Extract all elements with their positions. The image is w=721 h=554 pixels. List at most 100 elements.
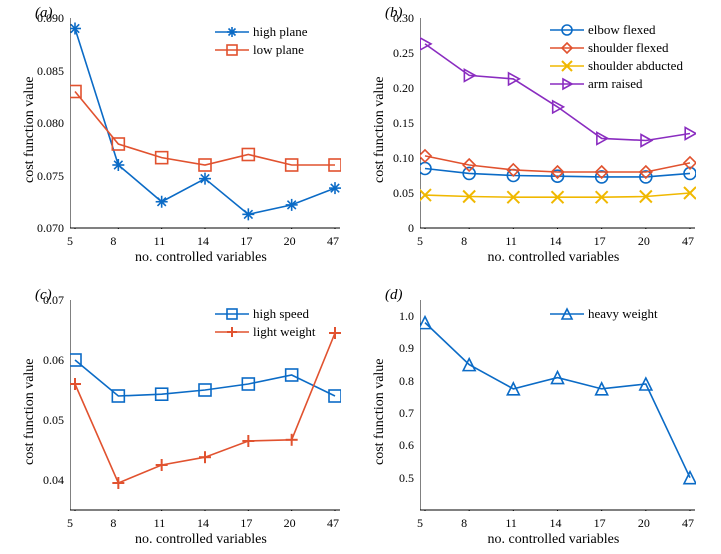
xtick-label: 11 — [154, 234, 166, 249]
xtick-label: 20 — [638, 516, 650, 531]
legend-text: high speed — [253, 306, 309, 322]
xtick-label: 5 — [67, 516, 73, 531]
series-marker — [70, 378, 81, 390]
x-axis-title: no. controlled variables — [488, 250, 620, 266]
xtick-label: 17 — [594, 516, 606, 531]
xtick-label: 8 — [461, 516, 467, 531]
xtick-label: 20 — [284, 234, 296, 249]
xtick-label: 11 — [505, 516, 517, 531]
legend-c: high speed light weight — [215, 305, 315, 341]
panel-label-d: (d) — [385, 287, 403, 304]
legend-item: elbow flexed — [550, 21, 683, 39]
xtick-label: 14 — [550, 234, 562, 249]
ytick-label: 0.080 — [37, 116, 64, 131]
xtick-label: 11 — [154, 516, 166, 531]
xtick-label: 5 — [67, 234, 73, 249]
ytick-label: 0.7 — [399, 406, 414, 421]
series-marker — [242, 435, 254, 447]
legend-marker — [215, 43, 249, 57]
series-marker — [70, 23, 81, 35]
legend-text: high plane — [253, 24, 308, 40]
xtick-label: 14 — [197, 234, 209, 249]
legend-item: low plane — [215, 41, 308, 59]
xtick-label: 17 — [240, 516, 252, 531]
x-axis-title: no. controlled variables — [135, 532, 267, 548]
legend-item: heavy weight — [550, 305, 658, 323]
legend-item: shoulder flexed — [550, 39, 683, 57]
legend-item: arm raised — [550, 75, 683, 93]
xtick-label: 5 — [417, 234, 423, 249]
series-marker — [684, 472, 696, 484]
xtick-label: 8 — [110, 516, 116, 531]
panel-label-b: (b) — [385, 5, 403, 22]
legend-a: high plane low plane — [215, 23, 308, 59]
xtick-label: 14 — [550, 516, 562, 531]
series-marker — [329, 182, 341, 194]
figure-root: 5811141720470.0700.0750.0800.0850.090(a)… — [0, 0, 721, 554]
legend-d: heavy weight — [550, 305, 658, 323]
xtick-label: 20 — [284, 516, 296, 531]
ytick-label: 0.04 — [43, 473, 64, 488]
ytick-label: 1.0 — [399, 309, 414, 324]
legend-text: heavy weight — [588, 306, 658, 322]
ytick-label: 0.20 — [393, 81, 414, 96]
legend-marker — [550, 59, 584, 73]
legend-text: light weight — [253, 324, 315, 340]
legend-text: shoulder flexed — [588, 40, 669, 56]
legend-text: shoulder abducted — [588, 58, 683, 74]
legend-text: arm raised — [588, 76, 643, 92]
legend-text: elbow flexed — [588, 22, 656, 38]
ytick-label: 0.8 — [399, 374, 414, 389]
ytick-label: 0.9 — [399, 341, 414, 356]
legend-item: high plane — [215, 23, 308, 41]
x-axis-title: no. controlled variables — [488, 532, 620, 548]
legend-marker — [550, 77, 584, 91]
series-line — [425, 323, 690, 478]
xtick-label: 17 — [594, 234, 606, 249]
legend-marker — [215, 325, 249, 339]
legend-item: shoulder abducted — [550, 57, 683, 75]
series-marker — [112, 477, 124, 489]
series-marker — [156, 459, 168, 471]
x-axis-title: no. controlled variables — [135, 250, 267, 266]
xtick-label: 8 — [110, 234, 116, 249]
series-marker — [329, 327, 341, 339]
xtick-label: 11 — [505, 234, 517, 249]
ytick-label: 0.06 — [43, 353, 64, 368]
y-axis-title: cost function value — [22, 358, 38, 465]
legend-b: elbow flexed shoulder flexed shoulder abdu… — [550, 21, 683, 93]
legend-marker — [550, 307, 584, 321]
ytick-label: 0.05 — [393, 186, 414, 201]
legend-marker — [215, 25, 249, 39]
xtick-label: 47 — [327, 516, 339, 531]
legend-item: light weight — [215, 323, 315, 341]
series-marker — [199, 173, 211, 185]
series-marker — [112, 159, 124, 171]
legend-marker — [550, 23, 584, 37]
y-axis-title: cost function value — [372, 76, 388, 183]
xtick-label: 5 — [417, 516, 423, 531]
xtick-label: 14 — [197, 516, 209, 531]
xtick-label: 8 — [461, 234, 467, 249]
series-marker — [286, 199, 298, 211]
ytick-label: 0.10 — [393, 151, 414, 166]
panel-label-a: (a) — [35, 5, 53, 22]
y-axis-title: cost function value — [372, 358, 388, 465]
ytick-label: 0.5 — [399, 471, 414, 486]
xtick-label: 20 — [638, 234, 650, 249]
legend-item: high speed — [215, 305, 315, 323]
ytick-label: 0.085 — [37, 64, 64, 79]
ytick-label: 0 — [408, 221, 414, 236]
panel-label-c: (c) — [35, 287, 52, 304]
xtick-label: 47 — [682, 234, 694, 249]
panel-d-plot — [420, 300, 696, 511]
ytick-label: 0.15 — [393, 116, 414, 131]
series-marker — [199, 451, 211, 463]
xtick-label: 47 — [327, 234, 339, 249]
xtick-label: 17 — [240, 234, 252, 249]
series-marker — [286, 434, 298, 446]
ytick-label: 0.6 — [399, 438, 414, 453]
legend-text: low plane — [253, 42, 304, 58]
ytick-label: 0.05 — [43, 413, 64, 428]
xtick-label: 47 — [682, 516, 694, 531]
